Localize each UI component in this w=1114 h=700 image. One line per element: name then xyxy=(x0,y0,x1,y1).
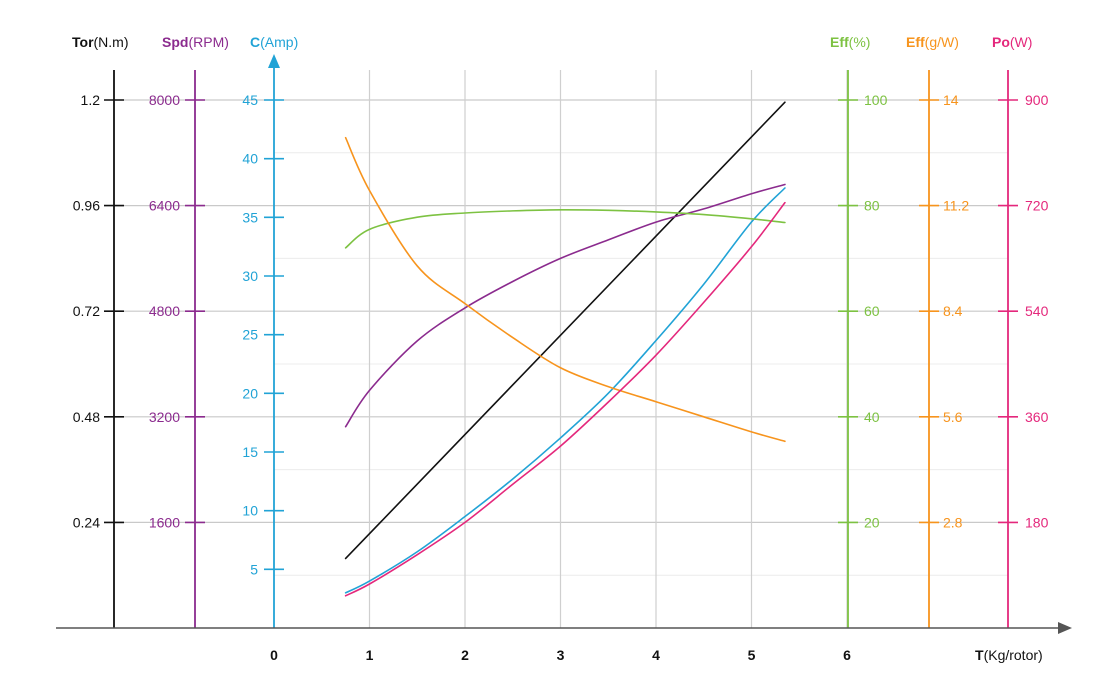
po-tick-label: 180 xyxy=(1025,514,1049,530)
c-axis-title-name: C xyxy=(250,34,260,50)
x-axis-title: T(Kg/rotor) xyxy=(975,647,1043,663)
x-tick-label: 5 xyxy=(748,647,756,663)
c-axis-arrow xyxy=(268,54,280,68)
series-line-efficiency xyxy=(344,209,786,249)
series-line-power xyxy=(344,201,786,597)
spd-axis-title-name: Spd xyxy=(162,34,188,50)
x-tick-label: 6 xyxy=(843,647,851,663)
eff-tick-label: 100 xyxy=(864,92,888,108)
effg-axis-title: Eff(g/W) xyxy=(906,34,959,50)
tor-tick-label: 0.48 xyxy=(73,409,100,425)
po-axis-title-unit: (W) xyxy=(1010,34,1033,50)
po-axis-title: Po(W) xyxy=(992,34,1032,50)
x-axis-title-name: T xyxy=(975,647,984,663)
series-line-efficiency-g-w xyxy=(344,136,786,443)
spd-axis-title-unit: (RPM) xyxy=(188,34,228,50)
po-tick-label: 900 xyxy=(1025,92,1049,108)
effg-tick-label: 5.6 xyxy=(943,409,963,425)
po-axis-title-name: Po xyxy=(992,34,1010,50)
spd-tick-label: 3200 xyxy=(149,409,180,425)
x-tick-label: 0 xyxy=(270,647,278,663)
effg-tick-label: 14 xyxy=(943,92,959,108)
tor-tick-label: 0.96 xyxy=(73,198,100,214)
c-tick-label: 10 xyxy=(242,503,258,519)
x-tick-label: 3 xyxy=(557,647,565,663)
tor-tick-label: 0.24 xyxy=(73,514,100,530)
effg-tick-label: 11.2 xyxy=(943,198,969,214)
x-tick-label: 2 xyxy=(461,647,469,663)
effg-axis-title-unit: (g/W) xyxy=(925,34,959,50)
spd-tick-label: 8000 xyxy=(149,92,180,108)
eff-tick-label: 80 xyxy=(864,198,880,214)
eff-axis-title-unit: (%) xyxy=(849,34,871,50)
c-tick-label: 30 xyxy=(242,268,258,284)
c-tick-label: 15 xyxy=(242,444,258,460)
series-line-speed xyxy=(344,183,786,428)
effg-tick-label: 2.8 xyxy=(943,514,963,530)
eff-axis-title-name: Eff xyxy=(830,34,849,50)
c-tick-label: 20 xyxy=(242,385,258,401)
tor-tick-label: 1.2 xyxy=(81,92,101,108)
spd-tick-label: 1600 xyxy=(149,514,180,530)
spd-tick-label: 6400 xyxy=(149,198,180,214)
axes-layer xyxy=(56,54,1072,634)
labels-layer: 0.240.480.720.961.2Tor(N.m)1600320048006… xyxy=(72,34,1049,663)
spd-tick-label: 4800 xyxy=(149,303,180,319)
series-line-current xyxy=(344,187,786,594)
grid-layer xyxy=(114,70,1008,628)
effg-tick-label: 8.4 xyxy=(943,303,963,319)
c-tick-label: 40 xyxy=(242,151,258,167)
tor-tick-label: 0.72 xyxy=(73,303,100,319)
po-tick-label: 360 xyxy=(1025,409,1049,425)
tor-axis-title-name: Tor xyxy=(72,34,94,50)
eff-axis-title: Eff(%) xyxy=(830,34,870,50)
eff-tick-label: 20 xyxy=(864,514,880,530)
c-axis-title-unit: (Amp) xyxy=(260,34,298,50)
x-axis-arrow xyxy=(1058,622,1072,634)
x-tick-label: 4 xyxy=(652,647,660,663)
effg-axis-title-name: Eff xyxy=(906,34,925,50)
series-line-torque xyxy=(344,101,786,560)
eff-tick-label: 40 xyxy=(864,409,880,425)
po-tick-label: 720 xyxy=(1025,198,1049,214)
series-layer xyxy=(344,101,786,597)
c-axis-title: C(Amp) xyxy=(250,34,298,50)
tor-axis-title: Tor(N.m) xyxy=(72,34,129,50)
tor-axis-title-unit: (N.m) xyxy=(94,34,129,50)
c-tick-label: 5 xyxy=(250,561,258,577)
c-tick-label: 35 xyxy=(242,209,258,225)
c-tick-label: 25 xyxy=(242,327,258,343)
x-tick-label: 1 xyxy=(366,647,374,663)
eff-tick-label: 60 xyxy=(864,303,880,319)
spd-axis-title: Spd(RPM) xyxy=(162,34,229,50)
po-tick-label: 540 xyxy=(1025,303,1049,319)
c-tick-label: 45 xyxy=(242,92,258,108)
x-axis-title-unit: (Kg/rotor) xyxy=(984,647,1043,663)
